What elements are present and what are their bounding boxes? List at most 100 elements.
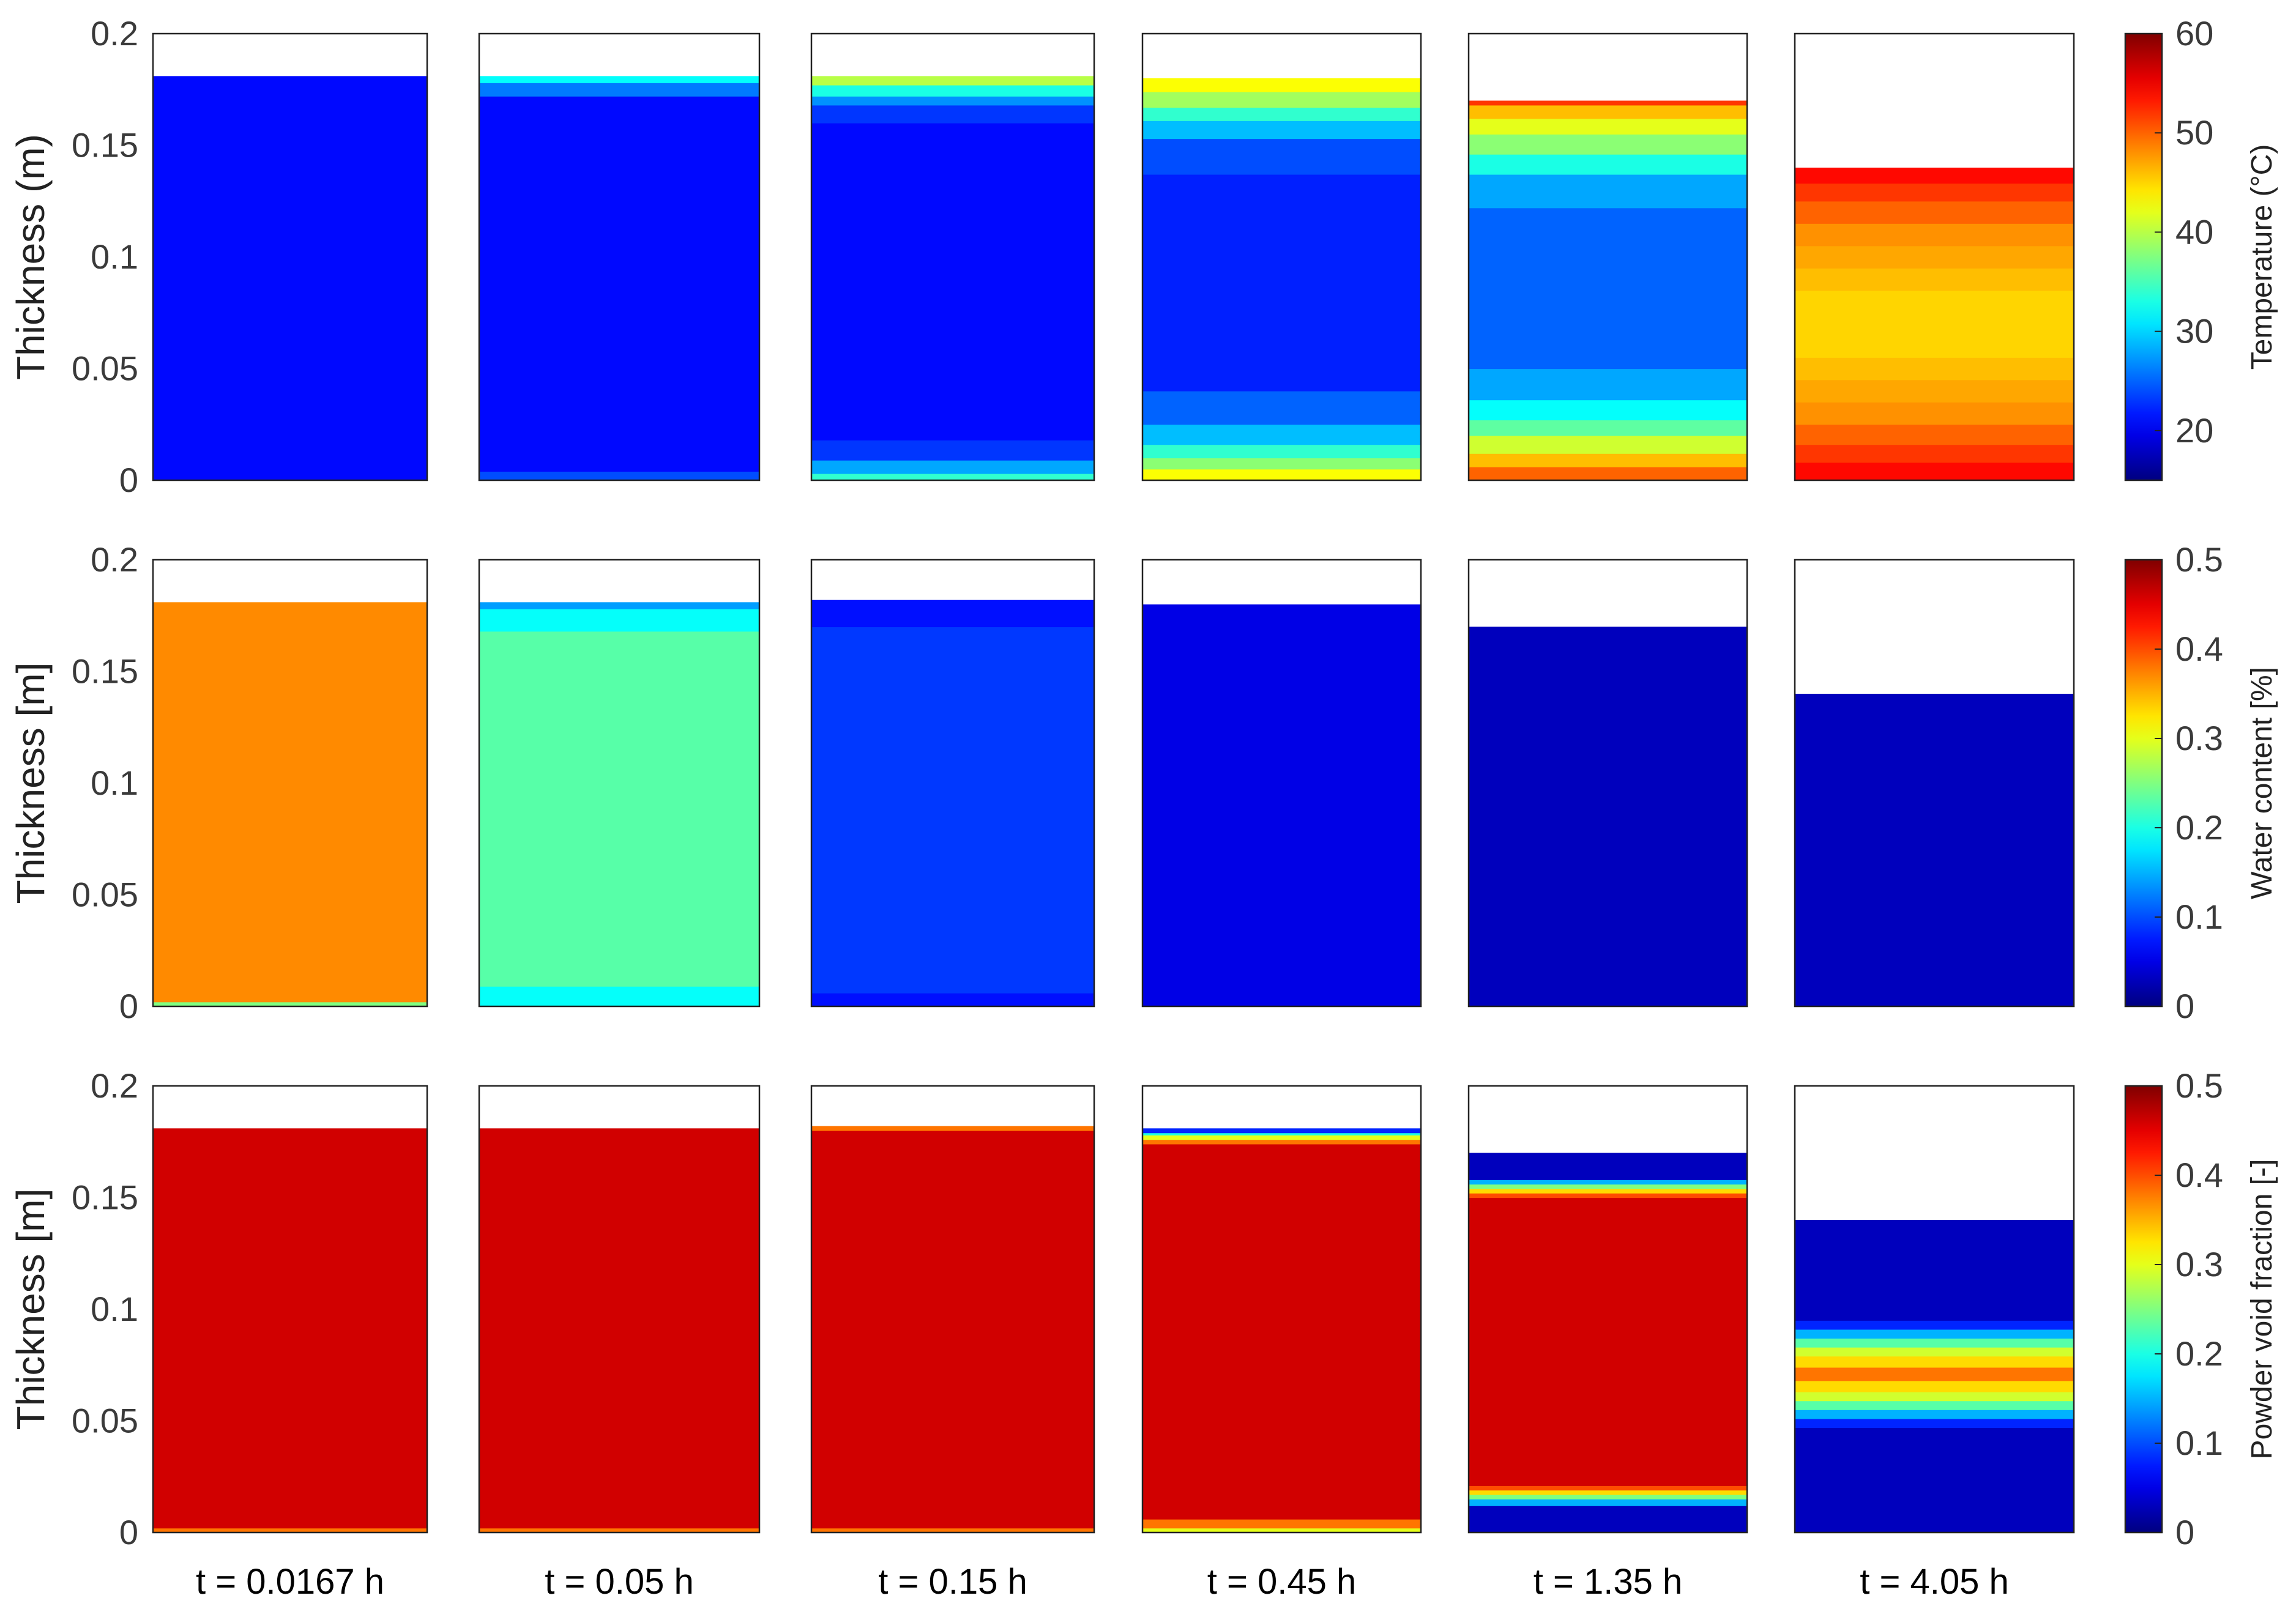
heatmap-band (1142, 1519, 1421, 1529)
colorbar: 20 30 40 50 60 Temperature (°C) (2124, 14, 2278, 481)
colorbar-gradient (2124, 32, 2163, 481)
heatmap-band (811, 1126, 1094, 1131)
heatmap-panel (478, 32, 761, 481)
colorbar-tick-label: 0.2 (2175, 808, 2223, 847)
heatmap-band (1795, 1320, 2074, 1330)
y-tick-label: 0.15 (72, 126, 138, 165)
heatmap-panel (152, 559, 428, 1008)
heatmap-band (1142, 1128, 1421, 1134)
heatmap-panel (1141, 1085, 1422, 1534)
colorbar-tick-label: 20 (2175, 411, 2213, 450)
heatmap-band (811, 1131, 1094, 1529)
colorbar-tick-label: 0.2 (2175, 1334, 2223, 1373)
colorbar-tick-label: 0 (2175, 987, 2194, 1025)
panel-frame (1467, 1085, 1748, 1534)
heatmap-band (1795, 402, 2074, 425)
heatmap-panel (1467, 32, 1748, 481)
heatmap-band (1795, 694, 2074, 1007)
heatmap-band (1469, 1184, 1747, 1189)
heatmap-band (1469, 368, 1747, 401)
heatmap-band (1795, 1367, 2074, 1381)
heatmap-band (811, 440, 1094, 461)
colorbar-gradient (2124, 1085, 2163, 1534)
y-tick-label: 0 (119, 987, 138, 1025)
heatmap-band (1795, 1380, 2074, 1392)
y-tick-label: 0.05 (72, 875, 138, 914)
heatmap-band (811, 474, 1094, 481)
heatmap-panel (1794, 559, 2075, 1008)
heatmap-band (1795, 223, 2074, 247)
heatmap-band (1142, 174, 1421, 392)
heatmap-panel (1794, 1085, 2075, 1534)
heatmap-band (1142, 1135, 1421, 1140)
heatmap-band (1795, 183, 2074, 202)
heatmap-band (1469, 453, 1747, 467)
y-tick-label: 0.15 (72, 652, 138, 691)
colorbar-tick-label: 0.1 (2175, 897, 2223, 936)
y-tick-label: 0.1 (91, 237, 138, 276)
heatmap-band (1142, 107, 1421, 121)
heatmap-band (479, 986, 759, 1007)
heatmap-panel (478, 559, 761, 1008)
colorbar-tick-label: 60 (2175, 14, 2213, 53)
y-axis-label: Thickness [m] (9, 663, 53, 904)
heatmap-panel (152, 1085, 428, 1534)
colorbar-tick-label: 40 (2175, 212, 2213, 251)
heatmap-band (1795, 379, 2074, 403)
y-tick-label: 0.15 (72, 1178, 138, 1217)
heatmap-band (1142, 424, 1421, 445)
heatmap-band (1142, 138, 1421, 175)
heatmap-panel (152, 32, 428, 481)
colorbar-tick-label: 0 (2175, 1513, 2194, 1551)
colorbar-tick-label: 30 (2175, 312, 2213, 351)
heatmap-band (811, 96, 1094, 106)
heatmap-panel (1794, 32, 2075, 481)
heatmap-band (1469, 1490, 1747, 1495)
heatmap-band (1469, 207, 1747, 370)
heatmap-band (479, 471, 759, 481)
heatmap-band (1142, 1528, 1421, 1533)
colorbar-tick-label: 50 (2175, 113, 2213, 152)
heatmap-band (1795, 1392, 2074, 1402)
heatmap-band (1795, 462, 2074, 481)
heatmap-band (1142, 444, 1421, 459)
panel-frame (478, 32, 761, 481)
y-axis-label: Thickness (m) (9, 134, 53, 380)
colorbar-tick-label: 0.4 (2175, 1156, 2223, 1194)
heatmap-band (1795, 424, 2074, 445)
time-label: t = 0.05 h (545, 1562, 693, 1602)
colorbar-label: Temperature (°C) (2246, 144, 2278, 370)
heatmap-band (811, 1528, 1094, 1533)
panel-frame (1141, 1085, 1422, 1534)
heatmap-panel (1141, 32, 1422, 481)
panel-frame (1467, 32, 1748, 481)
heatmap-band (153, 1528, 427, 1533)
panel-frame (478, 559, 761, 1008)
panel-frame (152, 559, 428, 1008)
heatmap-panel (810, 559, 1095, 1008)
heatmap-band (1469, 626, 1747, 1007)
heatmap-band (1142, 1143, 1421, 1520)
heatmap-band (479, 631, 759, 987)
heatmap-band (1469, 1180, 1747, 1185)
heatmap-band (1142, 391, 1421, 425)
heatmap-panel (1141, 559, 1422, 1008)
heatmap-band (1142, 1139, 1421, 1145)
heatmap-band (1469, 134, 1747, 155)
panel-frame (1467, 559, 1748, 1008)
panel-frame (810, 1085, 1095, 1534)
heatmap-band (479, 1528, 759, 1533)
heatmap-band (1469, 1153, 1747, 1180)
panel-frame (478, 1085, 761, 1534)
colorbar-label: Powder void fraction [-] (2246, 1159, 2278, 1460)
y-tick-label: 0.2 (91, 14, 138, 53)
heatmap-band (1795, 268, 2074, 291)
heatmap-band (811, 993, 1094, 1007)
panel-frame (1794, 559, 2075, 1008)
heatmap-band (1795, 1347, 2074, 1357)
panel-frame (152, 1085, 428, 1534)
heatmap-band (1469, 1188, 1747, 1194)
panel-frame (152, 32, 428, 481)
heatmap-band (1795, 1410, 2074, 1419)
